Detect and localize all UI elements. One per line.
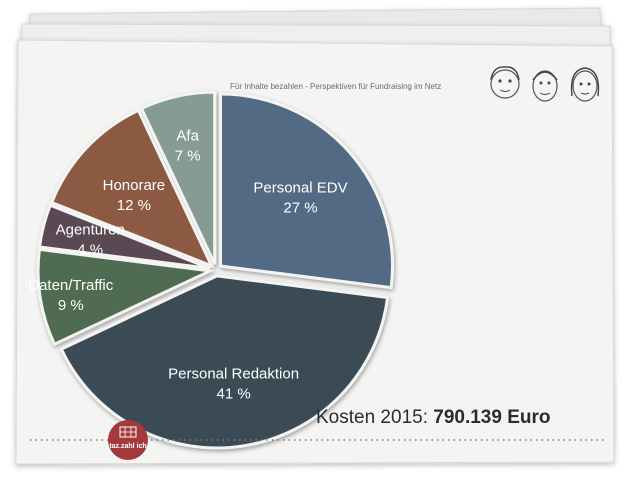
slice-value-label: 7 % (175, 147, 201, 164)
slice-value-label: 12 % (117, 197, 151, 214)
slice-value-label: 4 % (77, 242, 103, 259)
slice-value-label: 41 % (217, 385, 251, 402)
cost-summary: Kosten 2015: 790.139 Euro (316, 407, 551, 429)
cost-label: Kosten 2015: (316, 407, 428, 428)
pie-labels: Personal EDV 27 % Personal Redaktion 41 % Da… (28, 127, 347, 402)
logo-text: taz.zahl ich (109, 443, 146, 450)
pie-slice-personal-redaktion (59, 274, 390, 450)
pie-slice-agenturen (37, 203, 211, 270)
portrait-sketch-icon (490, 66, 520, 99)
pie-slice-afa (139, 90, 217, 265)
pie-slice-personal-edv (219, 92, 394, 290)
slice-label: Daten/Traffic (28, 277, 114, 294)
slice-label: Agenturen (56, 222, 125, 239)
portrait-sketch-icon (532, 70, 558, 102)
slice-label: Personal Redaktion (168, 365, 299, 382)
slice-label: Personal EDV (253, 180, 347, 197)
header-tagline: Für Inhalte bezahlen - Perspektiven für … (230, 82, 441, 91)
cost-value: 790.139 Euro (433, 407, 551, 428)
pie-chart (36, 90, 394, 450)
taz-logo-icon: taz.zahl ich (108, 420, 148, 460)
portrait-group (490, 66, 600, 102)
slice-value-label: 9 % (58, 297, 84, 314)
pie-slice-honorare (49, 108, 215, 269)
pie-slice-daten-traffic (36, 247, 216, 347)
slice-value-label: 27 % (283, 200, 317, 217)
slice-label: Honorare (103, 177, 166, 194)
slice-label: Afa (176, 127, 199, 144)
portrait-sketch-icon (570, 67, 600, 102)
